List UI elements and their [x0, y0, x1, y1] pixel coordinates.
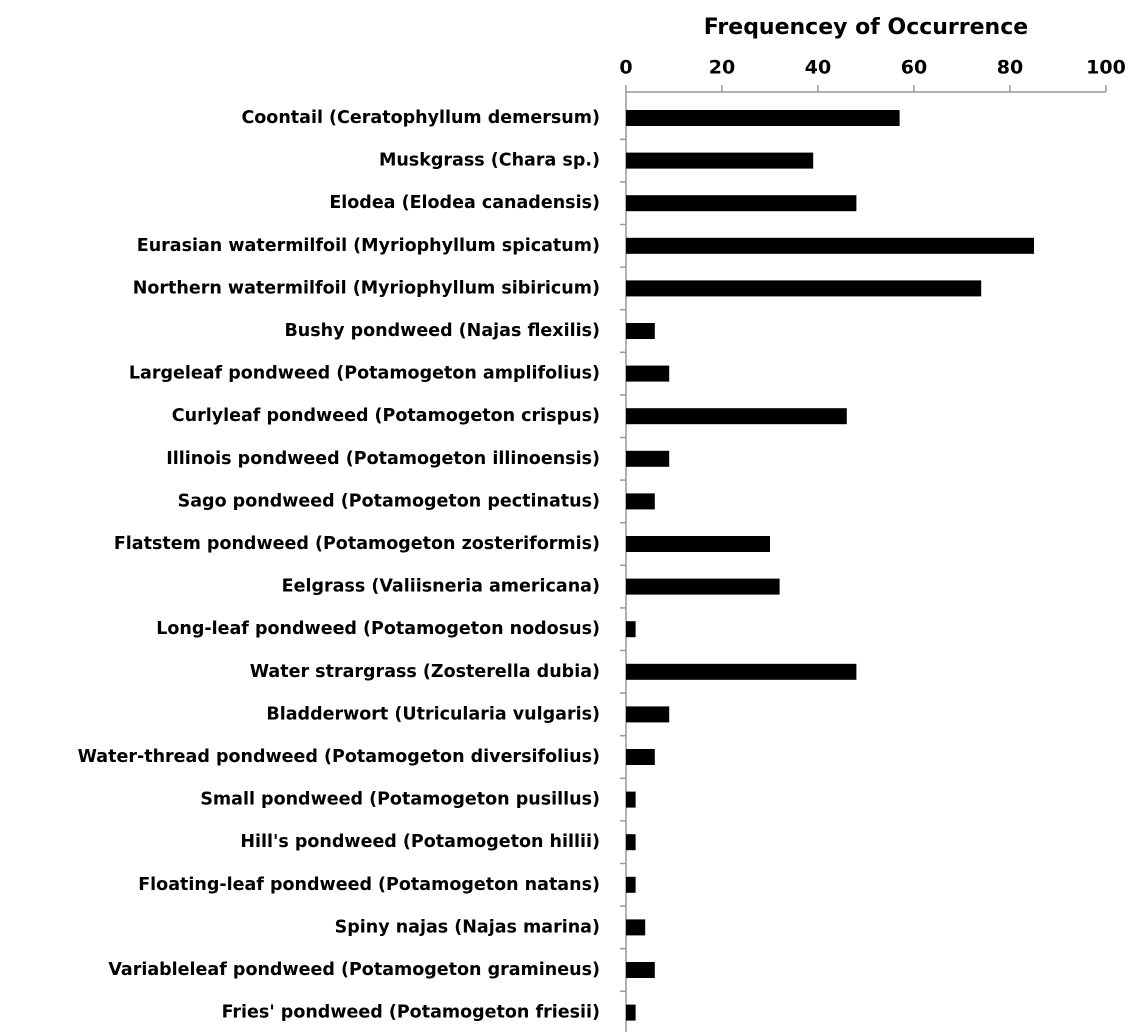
bar: [626, 706, 670, 723]
y-tick-label: Elodea (Elodea canadensis): [329, 193, 600, 213]
y-tick-label: Water strargrass (Zosterella dubia): [250, 662, 600, 682]
x-tick-label: 20: [709, 57, 735, 79]
y-tick-label: Eurasian watermilfoil (Myriophyllum spic…: [137, 236, 600, 256]
bar: [626, 962, 655, 978]
y-tick-label: Hill's pondweed (Potamogeton hillii): [240, 832, 600, 852]
bar: [626, 578, 780, 595]
bar: [626, 408, 847, 425]
y-tick-label: Coontail (Ceratophyllum demersum): [241, 108, 600, 128]
bar: [626, 663, 857, 680]
y-tick-label: Fries' pondweed (Potamogeton friesii): [222, 1003, 600, 1023]
bar: [626, 152, 814, 169]
bar: [626, 237, 1034, 254]
bar: [626, 450, 670, 467]
y-tick-label: Bushy pondweed (Najas flexilis): [284, 321, 600, 341]
bar: [626, 749, 655, 765]
y-tick-label: Muskgrass (Chara sp.): [379, 151, 600, 171]
bar: [626, 110, 900, 126]
y-tick-label: Flatstem pondweed (Potamogeton zosterifo…: [114, 534, 600, 554]
bar: [626, 1004, 636, 1021]
x-tick-label: 40: [805, 57, 831, 79]
bar: [626, 323, 655, 339]
x-tick-label: 0: [619, 57, 632, 79]
bar: [626, 365, 670, 382]
bar: [626, 280, 982, 297]
y-tick-label: Northern watermilfoil (Myriophyllum sibi…: [133, 278, 600, 298]
x-tick-label: 80: [997, 57, 1023, 79]
bar: [626, 621, 636, 638]
y-tick-label: Variableleaf pondweed (Potamogeton grami…: [108, 960, 600, 980]
y-tick-label: Small pondweed (Potamogeton pusillus): [200, 790, 600, 810]
y-tick-label: Bladderwort (Utricularia vulgaris): [266, 704, 600, 724]
x-tick-label: 60: [901, 57, 927, 79]
y-tick-label: Eelgrass (Valiisneria americana): [282, 577, 600, 597]
bar: [626, 493, 655, 510]
bar: [626, 791, 636, 808]
bar: [626, 536, 770, 552]
bar: [626, 834, 636, 851]
y-tick-label: Sago pondweed (Potamogeton pectinatus): [178, 491, 600, 511]
y-tick-label: Water-thread pondweed (Potamogeton diver…: [78, 747, 600, 767]
axis-title: Frequencey of Occurrence: [704, 15, 1028, 40]
y-tick-label: Largeleaf pondweed (Potamogeton amplifol…: [129, 364, 600, 384]
y-tick-label: Illinois pondweed (Potamogeton illinoens…: [166, 449, 600, 469]
y-tick-label: Long-leaf pondweed (Potamogeton nodosus): [156, 619, 600, 639]
bar: [626, 919, 646, 936]
y-tick-label: Floating-leaf pondweed (Potamogeton nata…: [138, 875, 600, 895]
x-tick-label: 100: [1086, 57, 1126, 79]
bar: [626, 876, 636, 893]
y-tick-label: Curlyleaf pondweed (Potamogeton crispus): [172, 406, 600, 426]
bar: [626, 195, 857, 212]
y-tick-label: Spiny najas (Najas marina): [335, 917, 600, 937]
